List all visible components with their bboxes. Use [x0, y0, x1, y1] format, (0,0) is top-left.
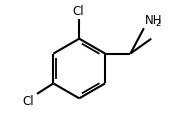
Text: NH: NH: [145, 14, 163, 27]
Text: 2: 2: [155, 19, 160, 28]
Text: Cl: Cl: [23, 95, 34, 108]
Text: Cl: Cl: [73, 5, 84, 18]
